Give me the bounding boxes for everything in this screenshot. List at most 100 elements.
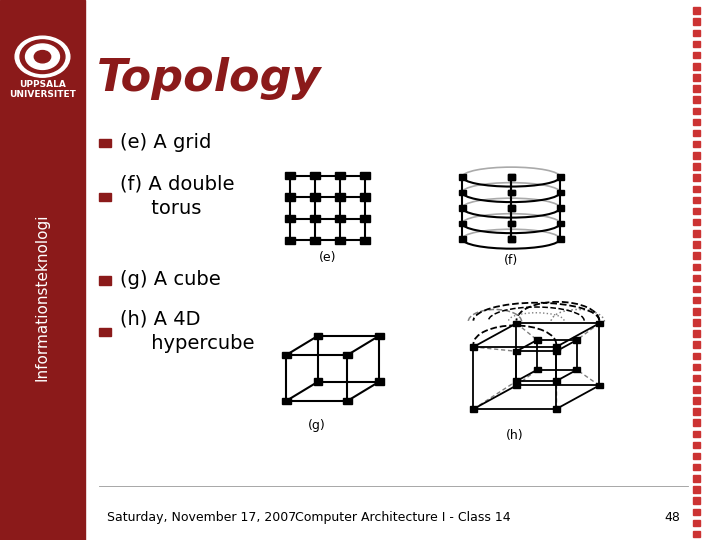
Bar — [343, 352, 351, 359]
Bar — [99, 276, 111, 285]
Bar — [693, 197, 700, 203]
Bar — [693, 186, 700, 192]
Text: (e): (e) — [319, 251, 336, 264]
Bar — [693, 475, 700, 482]
Bar — [469, 345, 477, 350]
Text: (h) A 4D
     hypercube: (h) A 4D hypercube — [120, 309, 254, 353]
Bar — [99, 193, 111, 201]
Text: Computer Architecture I - Class 14: Computer Architecture I - Class 14 — [295, 511, 511, 524]
Bar — [534, 338, 541, 343]
Bar — [513, 383, 520, 388]
Text: Saturday, November 17, 2007: Saturday, November 17, 2007 — [107, 511, 296, 524]
Bar — [693, 74, 700, 80]
Bar — [343, 397, 351, 404]
Bar — [310, 172, 320, 179]
Bar — [693, 497, 700, 504]
Bar — [573, 338, 580, 343]
Bar — [693, 286, 700, 292]
Bar — [282, 352, 290, 359]
Bar — [508, 190, 515, 195]
Circle shape — [25, 44, 60, 70]
Bar — [99, 139, 111, 147]
Bar — [693, 308, 700, 314]
Bar — [693, 297, 700, 303]
Text: (f): (f) — [504, 254, 518, 267]
Text: 48: 48 — [665, 511, 680, 524]
Bar — [508, 190, 515, 195]
Bar — [361, 172, 371, 179]
Bar — [693, 40, 700, 47]
Bar — [557, 237, 564, 241]
Bar — [310, 215, 320, 222]
Bar — [336, 215, 346, 222]
Bar — [693, 486, 700, 492]
Bar — [314, 333, 323, 339]
Bar — [693, 386, 700, 393]
Bar — [534, 367, 541, 373]
Bar — [513, 379, 520, 384]
Bar — [693, 241, 700, 248]
Text: UPPSALA
UNIVERSITET: UPPSALA UNIVERSITET — [9, 80, 76, 99]
Bar — [693, 353, 700, 359]
Bar — [557, 190, 564, 195]
Bar — [459, 174, 466, 179]
Bar — [557, 205, 564, 211]
Circle shape — [35, 51, 50, 63]
Bar — [508, 205, 515, 211]
Bar — [573, 367, 580, 373]
Bar — [693, 442, 700, 448]
Bar — [557, 174, 564, 179]
Bar — [310, 237, 320, 244]
Bar — [553, 349, 560, 354]
Bar — [336, 237, 346, 244]
Bar — [310, 193, 320, 201]
Bar — [285, 193, 295, 201]
Circle shape — [20, 40, 65, 73]
Bar — [693, 375, 700, 381]
Bar — [693, 430, 700, 437]
Bar — [282, 397, 290, 404]
Bar — [693, 130, 700, 136]
Bar — [469, 406, 477, 411]
Bar — [459, 237, 466, 241]
Bar — [361, 193, 371, 201]
Bar — [508, 237, 515, 241]
Bar — [693, 264, 700, 270]
Circle shape — [15, 36, 70, 77]
Bar — [693, 85, 700, 92]
Text: (e) A grid: (e) A grid — [120, 133, 211, 152]
Bar — [693, 107, 700, 114]
Bar — [459, 190, 466, 195]
Bar — [375, 333, 384, 339]
Bar — [513, 321, 520, 326]
Bar — [508, 174, 515, 179]
Bar — [693, 341, 700, 348]
Bar — [693, 219, 700, 226]
Bar — [693, 275, 700, 281]
Text: Informationsteknologi: Informationsteknologi — [35, 213, 50, 381]
Bar — [693, 208, 700, 214]
Bar — [693, 252, 700, 259]
Bar — [693, 420, 700, 426]
Text: (g) A cube: (g) A cube — [120, 271, 220, 289]
Bar — [693, 453, 700, 460]
Bar — [553, 345, 560, 350]
Bar — [336, 193, 346, 201]
Bar — [459, 205, 466, 211]
Bar — [553, 406, 560, 411]
Bar — [595, 321, 603, 326]
Bar — [693, 52, 700, 58]
Bar — [693, 330, 700, 337]
Bar — [361, 215, 371, 222]
Bar — [693, 119, 700, 125]
Bar — [557, 221, 564, 226]
Text: Topology: Topology — [97, 57, 322, 100]
Bar — [693, 63, 700, 70]
Bar — [508, 174, 515, 179]
Bar — [285, 172, 295, 179]
Bar — [361, 237, 371, 244]
Bar — [99, 328, 111, 336]
Bar — [693, 163, 700, 170]
Bar — [336, 172, 346, 179]
Text: (f) A double
     torus: (f) A double torus — [120, 174, 234, 218]
